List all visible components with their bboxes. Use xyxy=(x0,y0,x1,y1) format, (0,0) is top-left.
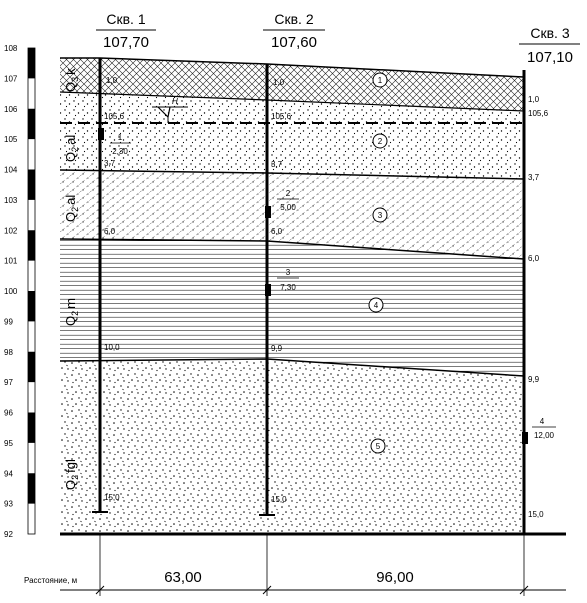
layer-3-number: 3 xyxy=(372,207,388,223)
distance-2-3: 96,00 xyxy=(376,569,414,586)
elevation-tick-label: 92 xyxy=(4,530,13,539)
elevation-tick-label: 107 xyxy=(4,74,18,83)
layer-4-number: 4 xyxy=(368,297,384,313)
svg-text:4: 4 xyxy=(374,301,379,310)
layer-5-number: 5 xyxy=(370,438,386,454)
svg-text:107,10: 107,10 xyxy=(527,49,573,66)
bh2-water-level: 105,6 xyxy=(271,112,292,121)
bh1-depth-bottom: 15,0 xyxy=(104,493,120,502)
elevation-tick-label: 105 xyxy=(4,135,18,144)
distance-1-2: 63,00 xyxy=(164,569,202,586)
bh1-depth-1: 1,0 xyxy=(106,76,118,85)
age-label-layer-3: Q2al xyxy=(63,195,80,222)
svg-text:3: 3 xyxy=(378,211,383,220)
distance-axis-label: Расстояние, м xyxy=(24,576,77,585)
elevation-tick-label: 96 xyxy=(4,409,13,418)
svg-text:5: 5 xyxy=(376,442,381,451)
sample-2: 2 5,00 xyxy=(265,189,299,218)
bh3-water-level: 105,6 xyxy=(528,109,549,118)
svg-text:1: 1 xyxy=(118,133,123,142)
layer-2-fill xyxy=(60,92,524,179)
borehole-3-header: Скв. 3 107,10 xyxy=(519,25,580,66)
svg-text:107,70: 107,70 xyxy=(103,34,149,51)
borehole-1-header: Скв. 1 107,70 xyxy=(96,11,156,51)
svg-text:107,60: 107,60 xyxy=(271,34,317,51)
svg-text:7,30: 7,30 xyxy=(280,283,296,292)
elevation-tick-label: 98 xyxy=(4,348,13,357)
elevation-scale-segment xyxy=(28,48,35,79)
age-label-layer-5: Q2fgl xyxy=(63,459,80,490)
elevation-tick-label: 99 xyxy=(4,317,13,326)
elevation-tick-label: 93 xyxy=(4,500,13,509)
layer-3-fill xyxy=(60,170,524,259)
elevation-tick-label: 106 xyxy=(4,105,18,114)
age-label-layer-1: Q3k xyxy=(63,68,80,92)
elevation-scale-segment xyxy=(28,412,35,443)
groundwater-marker: Н xyxy=(172,97,178,106)
svg-text:Скв. 2: Скв. 2 xyxy=(274,11,313,27)
age-label-layer-4: Q2m xyxy=(63,298,80,326)
borehole-2-header: Скв. 2 107,60 xyxy=(263,11,325,51)
bh1-depth-2: 3,7 xyxy=(104,159,116,168)
sample-4: 4 12,00 xyxy=(522,417,556,444)
elevation-tick-label: 100 xyxy=(4,287,18,296)
elevation-tick-label: 104 xyxy=(4,166,18,175)
elevation-scale-segment xyxy=(28,473,35,504)
distance-strip xyxy=(60,534,566,596)
svg-text:2: 2 xyxy=(378,137,383,146)
age-label-layer-2: Q2al xyxy=(63,135,80,162)
bh3-depth-3: 6,0 xyxy=(528,254,540,263)
svg-text:12,00: 12,00 xyxy=(534,431,555,440)
svg-text:4: 4 xyxy=(540,417,545,426)
sample-3: 3 7,30 xyxy=(265,268,299,296)
elevation-scale: 92 93 94 95 96 97 98 99 100 101 102 103 104 105 106 107… xyxy=(4,44,36,539)
svg-text:5,00: 5,00 xyxy=(280,203,296,212)
elevation-tick-label: 101 xyxy=(4,257,18,266)
elevation-scale-segment xyxy=(28,351,35,383)
bh2-depth-1: 1,0 xyxy=(273,78,285,87)
elevation-tick-label: 94 xyxy=(4,469,13,478)
elevation-scale-segment xyxy=(28,230,35,261)
groundwater-symbol xyxy=(152,106,188,123)
svg-text:Скв. 3: Скв. 3 xyxy=(530,25,569,41)
svg-text:1: 1 xyxy=(378,76,383,85)
ground-surface-line xyxy=(60,57,525,78)
svg-text:2: 2 xyxy=(286,189,291,198)
svg-text:Скв. 1: Скв. 1 xyxy=(106,11,145,27)
bh1-depth-3: 6,0 xyxy=(104,227,116,236)
elevation-tick-label: 102 xyxy=(4,226,18,235)
svg-text:3: 3 xyxy=(286,268,291,277)
bh1-water-level: 105,6 xyxy=(104,112,125,121)
bh1-depth-4: 10,0 xyxy=(104,343,120,352)
bh3-depth-2: 3,7 xyxy=(528,173,540,182)
elevation-scale-segment xyxy=(28,291,35,322)
layer-1-number: 1 xyxy=(372,72,388,88)
elevation-scale-segment xyxy=(28,169,35,200)
elevation-tick-label: 97 xyxy=(4,378,13,387)
bh3-depth-4: 9,9 xyxy=(528,375,540,384)
layer-5-fill xyxy=(60,359,524,534)
bh2-depth-2: 3,7 xyxy=(271,160,283,169)
elevation-tick-label: 103 xyxy=(4,196,18,205)
elevation-scale-segment xyxy=(28,108,35,140)
bh3-depth-bottom: 15,0 xyxy=(528,510,544,519)
bh2-depth-4: 9,9 xyxy=(271,344,283,353)
bh2-depth-3: 6,0 xyxy=(271,227,283,236)
sample-1: 1 2,30 xyxy=(98,128,131,156)
elevation-tick-label: 108 xyxy=(4,44,18,53)
layer-4-fill xyxy=(60,239,524,376)
layer-2-number: 2 xyxy=(372,133,388,149)
bh3-depth-1: 1,0 xyxy=(528,95,540,104)
svg-text:2,30: 2,30 xyxy=(112,147,128,156)
bh2-depth-bottom: 15,0 xyxy=(271,495,287,504)
elevation-tick-label: 95 xyxy=(4,439,13,448)
